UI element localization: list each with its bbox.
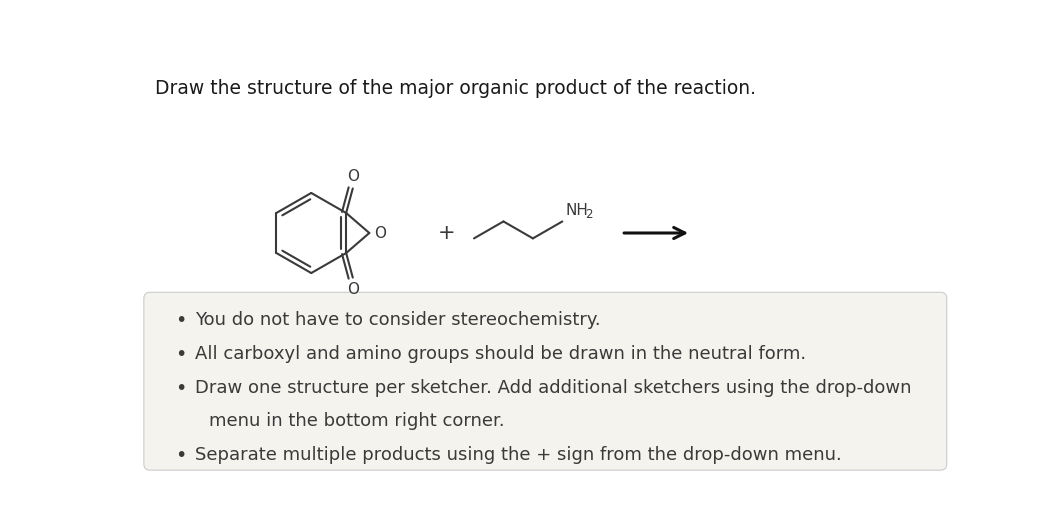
Text: Draw the structure of the major organic product of the reaction.: Draw the structure of the major organic … — [154, 79, 755, 98]
Text: +: + — [438, 223, 455, 243]
Text: •: • — [176, 378, 187, 398]
Text: Draw one structure per sketcher. Add additional sketchers using the drop-down: Draw one structure per sketcher. Add add… — [195, 378, 912, 396]
Text: Separate multiple products using the + sign from the drop-down menu.: Separate multiple products using the + s… — [195, 446, 842, 464]
FancyBboxPatch shape — [144, 292, 947, 470]
Text: O: O — [347, 282, 359, 297]
Text: You do not have to consider stereochemistry.: You do not have to consider stereochemis… — [195, 311, 600, 329]
Text: NH: NH — [565, 204, 588, 218]
Text: •: • — [176, 446, 187, 465]
Text: menu in the bottom right corner.: menu in the bottom right corner. — [209, 412, 504, 430]
Text: 2: 2 — [585, 208, 593, 222]
Text: O: O — [347, 169, 359, 184]
Text: All carboxyl and amino groups should be drawn in the neutral form.: All carboxyl and amino groups should be … — [195, 344, 807, 363]
Text: O: O — [373, 225, 386, 241]
Text: •: • — [176, 311, 187, 330]
Text: •: • — [176, 344, 187, 364]
